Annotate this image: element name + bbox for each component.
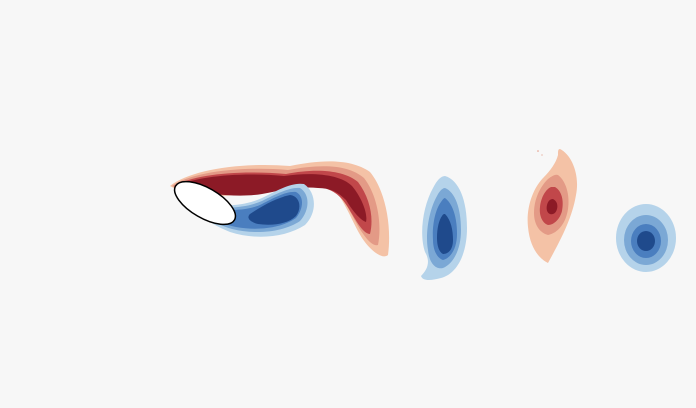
red-shear-layer	[170, 161, 390, 257]
blue-vortex-2-core	[637, 231, 655, 251]
blue-vortex-1	[421, 176, 467, 280]
elliptical-body	[173, 180, 237, 226]
red-vortex-1-core	[546, 199, 558, 215]
blue-attached-core	[248, 195, 300, 225]
blue-vortex-2	[616, 204, 676, 272]
blue-attached-vortex	[175, 183, 314, 237]
red-vortex-1-speck-b	[541, 154, 543, 156]
red-vortex-1-speck-a	[537, 150, 539, 152]
blue-vortex-1-core	[437, 214, 453, 254]
red-vortex-1	[527, 149, 578, 263]
red-shear-layer-peak	[176, 174, 367, 222]
